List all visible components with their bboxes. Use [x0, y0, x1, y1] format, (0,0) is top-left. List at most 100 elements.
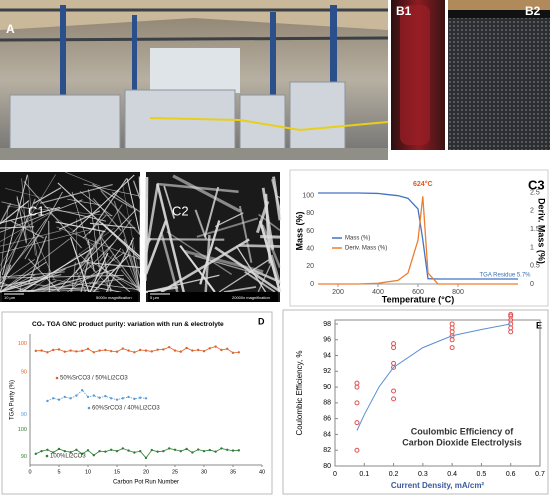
point — [86, 347, 90, 351]
fiber — [204, 234, 211, 293]
fiber — [7, 274, 124, 279]
point — [98, 349, 101, 352]
point — [508, 313, 514, 319]
point — [179, 350, 182, 353]
point — [185, 447, 188, 451]
y-tick-label: 98 — [323, 321, 331, 328]
point — [81, 452, 84, 456]
fiber — [20, 247, 94, 293]
y-tick-label: 90 — [21, 454, 27, 460]
x-tick-label: 0.3 — [418, 471, 428, 478]
panel-label: C2 — [172, 203, 189, 218]
fiber — [87, 262, 141, 268]
legend-label: 50%SrCO3 / 50%Li2CO3 — [60, 376, 128, 382]
y-tick-label: 94 — [323, 352, 331, 359]
point — [104, 394, 107, 398]
point — [202, 349, 206, 353]
point — [52, 348, 55, 352]
fiber — [18, 289, 99, 293]
x-axis-label: Temperature (°C) — [382, 294, 454, 304]
point — [133, 451, 136, 454]
point — [226, 347, 229, 351]
fit-line — [356, 323, 511, 431]
fiber — [0, 259, 35, 284]
y-tick-label: 100 — [302, 193, 314, 200]
y-axis-label: Mass (%) — [294, 211, 304, 250]
fiber — [112, 192, 141, 213]
fiber — [84, 285, 120, 293]
point — [75, 394, 78, 397]
point — [75, 448, 78, 451]
point — [104, 450, 107, 453]
point — [57, 348, 61, 351]
x-tick-label: 5 — [57, 469, 60, 475]
point — [197, 348, 200, 352]
panel-label: C3 — [528, 177, 545, 192]
fiber — [138, 236, 141, 266]
fiber — [0, 227, 96, 254]
fiber — [97, 222, 112, 293]
point — [156, 450, 159, 453]
point — [86, 395, 90, 399]
fiber — [16, 196, 27, 244]
x-tick-label: 0.2 — [389, 471, 399, 478]
fiber — [76, 218, 78, 260]
point — [110, 397, 113, 400]
x-tick-label: 25 — [172, 469, 178, 475]
e-frame — [282, 309, 549, 495]
point — [220, 348, 223, 352]
fiber — [166, 231, 233, 276]
point — [354, 380, 360, 386]
fiber — [203, 186, 220, 238]
y-tick-label: 80 — [323, 463, 331, 470]
x-tick-label: 35 — [230, 469, 236, 475]
scale-text: 10 µm — [4, 295, 16, 300]
fiber — [172, 174, 241, 213]
x-tick-label: 200 — [332, 289, 344, 296]
y-tick-label: 86 — [323, 415, 331, 422]
point — [150, 350, 153, 353]
fiber — [257, 260, 274, 293]
point — [197, 448, 200, 451]
fiber — [92, 183, 133, 209]
point — [150, 448, 153, 452]
legend-label: 100%Li2CO3 — [50, 454, 86, 460]
y-tick-label: 92 — [323, 368, 331, 375]
point — [63, 350, 66, 353]
c3-frame — [289, 169, 549, 307]
point — [46, 399, 49, 403]
point — [173, 349, 177, 352]
fiber — [0, 264, 12, 293]
point — [220, 447, 223, 450]
y2-tick-label: 1.5 — [530, 226, 540, 233]
point — [391, 341, 397, 347]
point — [144, 456, 148, 460]
fiber — [126, 178, 141, 235]
fiber — [33, 187, 62, 205]
point — [127, 349, 130, 352]
fiber — [82, 215, 107, 239]
photo-a — [0, 0, 389, 160]
fiber — [272, 176, 282, 221]
point — [127, 449, 130, 452]
point — [354, 400, 360, 406]
fiber — [65, 171, 101, 187]
x-tick-label: 0 — [28, 469, 31, 475]
point — [354, 420, 360, 426]
fiber — [49, 213, 121, 266]
fiber — [156, 182, 239, 193]
point — [226, 448, 229, 451]
point — [214, 345, 217, 348]
y2-tick-label: 2 — [530, 208, 534, 215]
point — [52, 451, 55, 454]
fiber — [0, 200, 30, 225]
fiber — [223, 286, 257, 293]
x-tick-label: 15 — [114, 469, 120, 475]
fiber — [138, 176, 141, 195]
scale-text: 5000x magnification — [96, 295, 132, 300]
fiber — [9, 259, 88, 289]
fiber — [42, 261, 101, 293]
point — [173, 448, 177, 451]
y-axis-label: Coulombic Efficiency, % — [295, 350, 304, 435]
y2-tick-label: 0 — [530, 281, 534, 288]
